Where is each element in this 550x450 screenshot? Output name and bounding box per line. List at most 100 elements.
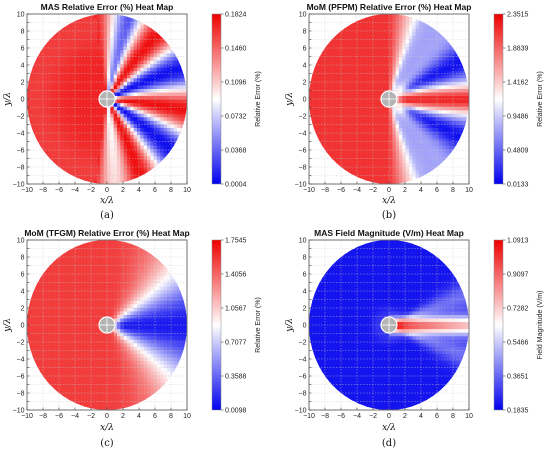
heatmap-cell bbox=[392, 84, 397, 89]
heatmap-cell bbox=[345, 166, 350, 171]
heatmap-cell bbox=[389, 14, 393, 19]
heatmap-cell bbox=[455, 123, 460, 128]
heatmap-cell bbox=[170, 91, 175, 97]
heatmap-cell bbox=[375, 109, 380, 114]
heatmap-cell bbox=[97, 339, 101, 344]
heatmap-cell bbox=[163, 127, 168, 132]
heatmap-cell bbox=[80, 49, 85, 54]
heatmap-cell bbox=[93, 399, 98, 404]
heatmap-cell bbox=[143, 35, 148, 40]
heatmap-cell bbox=[372, 21, 377, 26]
heatmap-cell bbox=[137, 70, 141, 75]
heatmap-cell bbox=[415, 24, 420, 29]
heatmap-cell bbox=[70, 21, 75, 26]
heatmap-cell bbox=[163, 141, 168, 146]
heatmap-cell bbox=[359, 116, 363, 121]
heatmap-cell bbox=[322, 116, 327, 121]
heatmap-cell bbox=[395, 109, 400, 114]
heatmap-cell bbox=[70, 395, 75, 400]
heatmap-cell bbox=[97, 38, 101, 43]
heatmap-cell bbox=[170, 123, 175, 128]
heatmap-cell bbox=[449, 60, 453, 65]
heatmap-cell bbox=[100, 385, 105, 390]
heatmap-cell bbox=[429, 88, 433, 93]
heatmap-cell bbox=[50, 278, 55, 284]
heatmap-cell bbox=[83, 278, 88, 284]
heatmap-cell bbox=[53, 95, 58, 100]
heatmap-cell bbox=[83, 321, 88, 326]
heatmap-cell bbox=[47, 123, 51, 128]
heatmap-cell bbox=[355, 99, 360, 104]
heatmap-cell bbox=[53, 88, 58, 93]
heatmap-cell bbox=[319, 74, 323, 79]
heatmap-cell bbox=[150, 113, 155, 118]
heatmap-cell bbox=[117, 42, 121, 47]
heatmap-cell bbox=[60, 49, 65, 54]
heatmap-cell bbox=[455, 56, 460, 61]
heatmap-cell bbox=[93, 102, 98, 107]
heatmap-cell bbox=[117, 24, 121, 29]
heatmap-cell bbox=[53, 63, 58, 68]
heatmap-cell bbox=[37, 95, 41, 100]
heatmap-cell bbox=[33, 102, 38, 107]
heatmap-cell bbox=[359, 63, 363, 68]
heatmap-cell bbox=[67, 335, 71, 340]
heatmap-cell bbox=[30, 77, 35, 82]
heatmap-cell bbox=[50, 95, 55, 100]
heatmap-cell bbox=[372, 106, 377, 111]
heatmap-cell bbox=[342, 52, 347, 58]
heatmap-cell bbox=[445, 63, 450, 68]
heatmap-cell bbox=[329, 56, 333, 61]
heatmap-cell bbox=[127, 42, 131, 47]
heatmap-cell bbox=[47, 99, 51, 104]
heatmap-cell bbox=[77, 84, 81, 89]
heatmap-cell bbox=[73, 289, 78, 294]
heatmap-cell bbox=[70, 38, 75, 43]
heatmap-cell bbox=[389, 31, 393, 36]
heatmap-cell bbox=[319, 106, 323, 111]
heatmap-cell bbox=[143, 102, 148, 107]
heatmap-cell bbox=[117, 106, 121, 111]
heatmap-cell bbox=[375, 137, 380, 143]
heatmap-cell bbox=[90, 300, 95, 305]
heatmap-cell bbox=[432, 166, 437, 171]
heatmap-cell bbox=[335, 42, 340, 47]
heatmap-cell bbox=[80, 166, 85, 171]
heatmap-cell bbox=[147, 84, 151, 89]
heatmap-cell bbox=[449, 91, 453, 97]
heatmap-cell bbox=[107, 123, 111, 128]
heatmap-cell bbox=[335, 123, 340, 128]
heatmap-cell bbox=[345, 52, 350, 58]
heatmap-cell bbox=[50, 152, 55, 157]
heatmap-cell bbox=[80, 113, 85, 118]
heatmap-cell bbox=[63, 268, 68, 273]
heatmap-cell bbox=[87, 145, 91, 150]
heatmap-cell bbox=[63, 35, 68, 40]
heatmap-cell bbox=[63, 116, 68, 121]
heatmap-cell bbox=[183, 106, 187, 111]
heatmap-cell bbox=[133, 123, 138, 128]
heatmap-cell bbox=[150, 166, 155, 171]
heatmap-cell bbox=[332, 67, 337, 72]
heatmap-cell bbox=[60, 99, 65, 104]
heatmap-cell bbox=[352, 116, 357, 121]
heatmap-cell bbox=[395, 95, 400, 100]
heatmap-cell bbox=[47, 152, 51, 157]
heatmap-cell bbox=[77, 381, 81, 386]
heatmap-cell bbox=[465, 99, 469, 104]
heatmap-cell bbox=[120, 152, 125, 157]
heatmap-cell bbox=[107, 166, 111, 171]
heatmap-cell bbox=[349, 102, 353, 107]
heatmap-cell bbox=[87, 307, 91, 312]
heatmap-cell bbox=[87, 360, 91, 365]
heatmap-cell bbox=[47, 63, 51, 68]
heatmap-cell bbox=[389, 17, 393, 22]
heatmap-cell bbox=[177, 120, 181, 125]
heatmap-cell bbox=[332, 63, 337, 68]
heatmap-cell bbox=[372, 67, 377, 72]
heatmap-cell bbox=[147, 113, 151, 118]
heatmap-cell bbox=[53, 381, 58, 386]
heatmap-cell bbox=[379, 63, 383, 68]
heatmap-cell bbox=[53, 261, 58, 266]
heatmap-cell bbox=[375, 106, 380, 111]
